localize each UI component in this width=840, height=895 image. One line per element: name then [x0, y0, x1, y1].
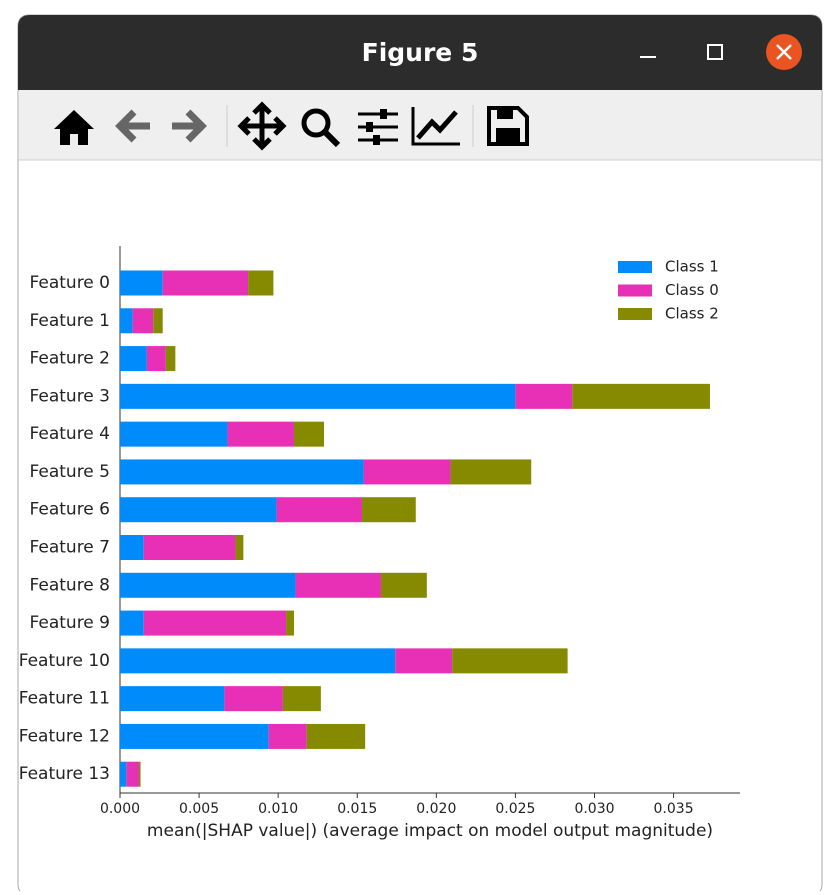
x-tick-label: 0.035 [654, 801, 694, 817]
y-tick-label: Feature 6 [30, 500, 110, 520]
forward-button[interactable] [172, 109, 207, 143]
bar-segment [248, 270, 274, 296]
bar-segment [380, 572, 427, 598]
x-tick-label: 0.005 [179, 801, 219, 817]
bar-segment [286, 610, 294, 636]
y-tick-label: Feature 3 [30, 386, 110, 406]
configure-button[interactable] [358, 109, 398, 145]
bar-segment [120, 648, 396, 674]
y-tick-label: Feature 4 [30, 424, 110, 444]
bar-segment [450, 459, 532, 485]
maximize-button[interactable] [707, 44, 723, 60]
pan-button[interactable] [237, 101, 287, 151]
y-tick-label: Feature 12 [19, 726, 110, 746]
bar-segment [126, 761, 139, 787]
bar-segment [268, 723, 307, 749]
bar-segment [120, 761, 127, 787]
bar-segment [120, 497, 277, 523]
x-tick-label: 0.020 [416, 801, 456, 817]
y-tick-label: Feature 2 [30, 349, 110, 369]
bar-segment [162, 270, 249, 296]
bar-segment [363, 459, 451, 485]
bar-segment [143, 610, 287, 636]
bar-segment [361, 497, 416, 523]
bar-segment [235, 535, 244, 560]
y-tick-label: Feature 7 [30, 538, 110, 558]
zoom-button[interactable] [301, 108, 341, 148]
y-tick-label: Feature 9 [30, 613, 110, 633]
bar-segment [120, 346, 147, 372]
bar-segment [572, 383, 710, 409]
bar-segment [395, 648, 453, 674]
bar-segment [282, 686, 321, 712]
bar-segment [138, 761, 141, 787]
bar-segment [120, 308, 133, 334]
save-button[interactable] [487, 106, 529, 146]
bar-segment [120, 572, 296, 598]
edit-axis-button[interactable] [411, 107, 460, 146]
bar-segment [120, 610, 144, 636]
bar-segment [120, 421, 228, 447]
bar-segment [132, 308, 154, 334]
legend-swatch [618, 284, 652, 297]
bar-segment [120, 270, 163, 296]
bar-segment [165, 346, 176, 372]
window-title: Figure 5 [362, 38, 479, 67]
chart: mean(|SHAP value|) (average impact on mo… [19, 246, 740, 841]
bar-segment [120, 686, 225, 712]
bar-segment [120, 535, 144, 560]
y-tick-label: Feature 0 [30, 273, 110, 293]
legend-swatch [618, 261, 652, 273]
y-tick-label: Feature 8 [30, 575, 110, 595]
x-tick-label: 0.025 [495, 801, 535, 817]
y-tick-label: Feature 11 [19, 689, 110, 709]
bar-segment [120, 459, 364, 485]
x-tick-label: 0.030 [574, 801, 614, 817]
legend-label: Class 0 [665, 281, 719, 299]
back-button[interactable] [115, 109, 150, 143]
title-bar [18, 15, 822, 90]
bar-segment [153, 308, 163, 334]
x-tick-label: 0.010 [258, 801, 298, 817]
y-tick-label: Feature 1 [30, 311, 110, 331]
bar-segment [293, 421, 325, 447]
x-tick-label: 0.015 [337, 801, 377, 817]
bar-segment [120, 383, 516, 409]
y-tick-label: Feature 13 [19, 764, 110, 784]
bar-segment [295, 572, 381, 598]
home-button[interactable] [54, 110, 94, 145]
bar-segment [120, 723, 269, 749]
x-tick-label: 0.000 [100, 801, 140, 817]
y-tick-label: Feature 5 [30, 462, 110, 482]
bar-segment [224, 686, 283, 712]
bar-segment [143, 535, 236, 560]
bar-segment [452, 648, 568, 674]
legend-swatch [618, 308, 652, 320]
y-tick-label: Feature 10 [19, 651, 110, 671]
toolbar [19, 90, 821, 160]
close-button[interactable] [766, 34, 802, 70]
bar-segment [227, 421, 294, 447]
legend-label: Class 1 [665, 258, 719, 276]
bar-segment [306, 723, 366, 749]
legend-label: Class 2 [665, 305, 719, 323]
bar-segment [276, 497, 362, 523]
x-axis-label: mean(|SHAP value|) (average impact on mo… [147, 821, 713, 841]
bar-segment [146, 346, 166, 372]
bar-segment [515, 383, 573, 409]
